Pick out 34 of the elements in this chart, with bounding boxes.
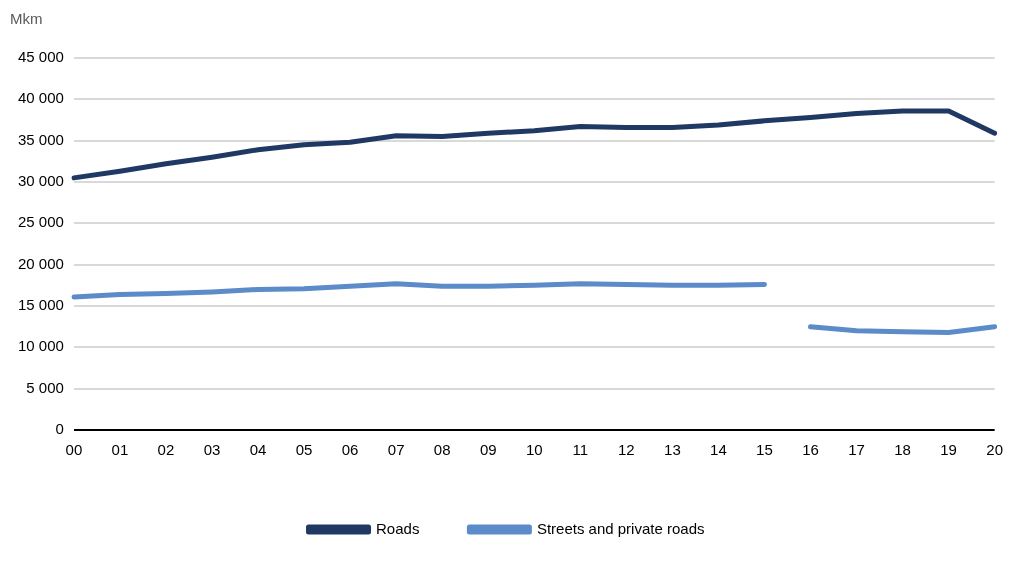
x-tick-label: 16 [802,441,819,459]
x-tick-label: 00 [65,441,83,459]
x-tick-label: 09 [479,441,497,459]
y-tick-label: 30 000 [17,172,64,190]
y-tick-label: 25 000 [17,213,64,231]
x-tick-label: 08 [433,441,451,459]
y-tick-label: 40 000 [17,89,64,107]
x-tick-label: 01 [111,441,129,459]
legend-label: Streets and private roads [536,519,705,537]
x-tick-label: 04 [249,441,267,459]
x-tick-label: 12 [618,441,635,459]
x-tick-label: 20 [986,441,1003,459]
x-tick-label: 02 [157,441,175,459]
y-tick-label: 45 000 [17,48,64,66]
x-tick-label: 07 [387,441,405,459]
y-tick-label: 5 000 [26,378,64,396]
y-tick-label: 35 000 [17,130,64,148]
x-tick-label: 19 [940,441,957,459]
x-tick-label: 18 [894,441,911,459]
y-axis-title: Mkm [10,9,43,27]
x-tick-label: 14 [710,441,727,459]
x-tick-label: 10 [525,441,543,459]
y-tick-label: 10 000 [17,337,64,355]
x-tick-label: 06 [341,441,359,459]
y-tick-label: 0 [55,420,64,438]
y-tick-label: 20 000 [17,254,64,272]
x-tick-label: 15 [756,441,773,459]
x-tick-label: 13 [664,441,681,459]
x-tick-label: 05 [295,441,313,459]
x-tick-label: 11 [572,441,589,459]
x-tick-label: 17 [848,441,865,459]
x-tick-label: 03 [203,441,221,459]
y-tick-label: 15 000 [17,296,64,314]
legend-label: Roads [376,519,420,537]
